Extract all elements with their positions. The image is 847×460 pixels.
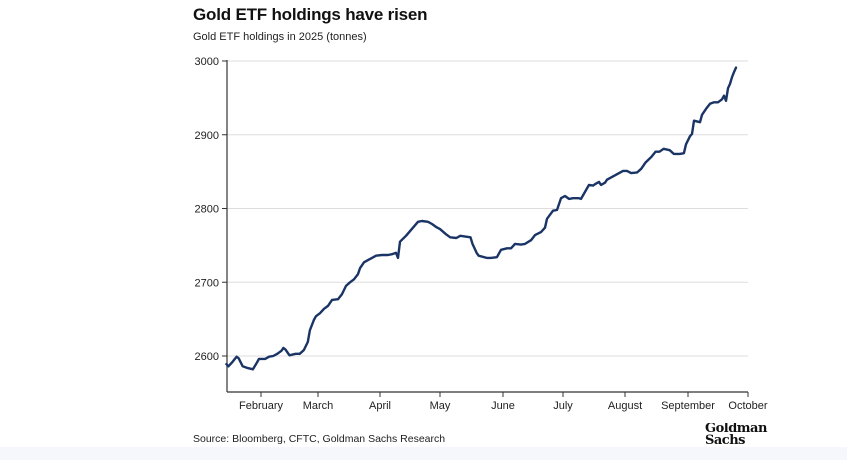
x-tick-label: October [728, 400, 767, 412]
x-tick-label: April [369, 400, 391, 412]
series-line [225, 66, 738, 371]
footer-strip [0, 447, 847, 460]
chart-title: Gold ETF holdings have risen [193, 5, 428, 24]
chart-subtitle: Gold ETF holdings in 2025 (tonnes) [193, 31, 367, 43]
y-axis: 2600 2700 2800 2900 3000 [195, 56, 228, 392]
x-axis: February March April May June July August Septe… [227, 391, 768, 412]
x-tick-label: July [553, 400, 573, 412]
y-tick-label: 2800 [195, 204, 219, 216]
x-tick-label: August [608, 400, 642, 412]
line-chart: 2600 2700 2800 2900 3000 February March April M… [195, 56, 768, 412]
series-layer [225, 66, 738, 371]
y-tick-label: 2700 [195, 277, 219, 289]
y-tick-label: 2600 [195, 351, 219, 363]
x-tick-label: September [661, 400, 715, 412]
x-tick-label: February [239, 400, 284, 412]
y-tick-label: 3000 [195, 56, 219, 68]
x-tick-label: March [303, 400, 334, 412]
source-note: Source: Bloomberg, CFTC, Goldman Sachs R… [193, 433, 446, 445]
goldman-sachs-logo: Goldman Sachs [705, 423, 775, 447]
x-tick-label: June [491, 400, 515, 412]
gridlines [227, 60, 748, 357]
logo-text: Goldman Sachs [705, 423, 767, 447]
x-tick-label: May [430, 400, 451, 412]
y-tick-label: 2900 [195, 130, 219, 142]
